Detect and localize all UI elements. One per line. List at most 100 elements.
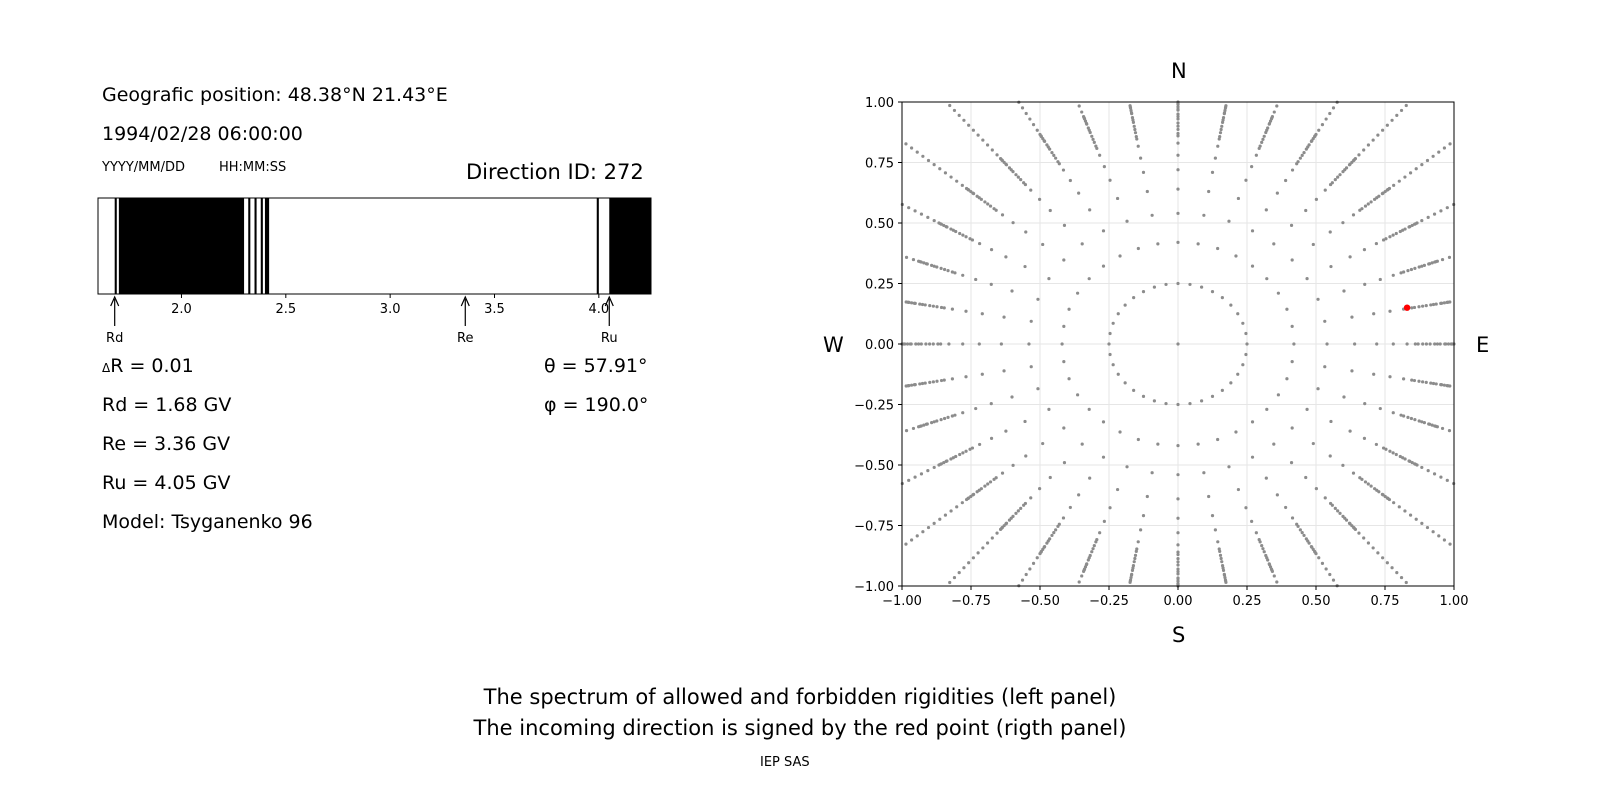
direction-point — [1363, 204, 1368, 208]
direction-point — [1207, 189, 1211, 194]
direction-point — [904, 142, 908, 146]
direction-point — [1421, 304, 1425, 308]
direction-point — [1087, 407, 1091, 411]
direction-point — [977, 342, 981, 346]
direction-point — [943, 171, 948, 175]
direction-point — [1413, 342, 1417, 346]
direction-point — [1374, 442, 1378, 447]
direction-point — [1062, 324, 1066, 328]
direction-point — [1381, 446, 1386, 450]
direction-point — [1395, 571, 1399, 575]
y-tick-label: −0.25 — [854, 399, 894, 414]
direction-point — [1108, 178, 1112, 182]
direction-point — [952, 108, 957, 113]
direction-point — [1023, 182, 1028, 187]
direction-point — [918, 382, 922, 386]
direction-point — [1314, 197, 1318, 202]
direction-point — [1176, 141, 1180, 145]
caption-line-2: The incoming direction is signed by the … — [473, 716, 1127, 740]
direction-point — [1241, 363, 1245, 367]
direction-point — [978, 442, 982, 447]
direction-point — [1398, 454, 1402, 459]
direction-point — [1430, 423, 1434, 427]
direction-point — [1210, 513, 1215, 518]
direction-point — [1207, 494, 1211, 499]
direction-point — [1417, 265, 1421, 269]
direction-point — [1101, 455, 1106, 459]
direction-point — [1429, 381, 1433, 385]
direction-point — [1272, 574, 1276, 578]
direction-point — [931, 380, 935, 384]
direction-point — [1450, 342, 1454, 346]
direction-point — [1390, 566, 1394, 570]
direction-point — [1116, 312, 1120, 316]
direction-point — [919, 342, 923, 346]
direction-point — [978, 241, 982, 246]
direction-point — [1399, 413, 1403, 417]
direction-point — [1413, 266, 1417, 271]
direction-point — [1176, 572, 1180, 576]
direction-point — [925, 422, 929, 426]
direction-point — [1009, 168, 1013, 172]
direction-point — [1304, 208, 1308, 213]
direction-point — [1416, 342, 1420, 346]
direction-point — [989, 401, 993, 406]
direction-point — [1392, 183, 1396, 187]
direction-point — [1358, 208, 1362, 212]
x-tick-label: −0.75 — [951, 594, 991, 609]
direction-point — [1229, 381, 1233, 385]
direction-point — [914, 342, 918, 346]
direction-point — [949, 457, 953, 461]
direction-point — [949, 509, 953, 513]
direction-point — [919, 472, 924, 476]
direction-point — [961, 233, 965, 237]
direction-point — [1087, 556, 1091, 560]
direction-point — [1424, 304, 1428, 308]
direction-point — [939, 417, 943, 422]
direction-point — [1035, 128, 1039, 132]
direction-point — [1445, 206, 1449, 210]
direction-point — [1442, 146, 1446, 150]
direction-point — [913, 209, 917, 213]
direction-point — [1130, 568, 1135, 573]
direction-point — [918, 260, 922, 264]
direction-point — [1222, 572, 1226, 576]
direction-point — [1176, 281, 1180, 286]
direction-point — [1403, 227, 1407, 231]
direction-point — [1338, 511, 1342, 515]
direction-point — [1325, 342, 1329, 346]
direction-point — [1295, 522, 1299, 526]
direction-point — [1031, 123, 1036, 127]
direction-point — [1176, 342, 1180, 346]
marker-label: Ru — [601, 331, 618, 346]
direction-point — [1267, 122, 1271, 126]
direction-point — [1324, 117, 1328, 121]
direction-point — [1176, 131, 1180, 136]
direction-point — [1414, 517, 1418, 521]
direction-point — [1265, 277, 1269, 281]
direction-point — [1324, 567, 1328, 571]
direction-point — [1300, 531, 1304, 535]
direction-point — [1338, 173, 1342, 177]
direction-point — [1038, 486, 1042, 491]
direction-point — [1309, 544, 1313, 549]
direction-point — [1088, 476, 1092, 480]
direction-point — [921, 530, 925, 534]
direction-point — [1380, 192, 1384, 196]
direction-point — [1328, 182, 1333, 187]
direction-point — [948, 103, 952, 108]
direction-point — [1133, 553, 1138, 557]
direction-point — [1314, 486, 1318, 491]
direction-point — [1236, 487, 1241, 492]
forbidden-band — [118, 198, 245, 294]
direction-point — [1176, 550, 1180, 554]
direction-point — [1275, 580, 1279, 584]
direction-point — [1417, 419, 1421, 423]
direction-point — [1431, 302, 1436, 307]
direction-point — [948, 580, 952, 585]
direction-point — [1407, 459, 1411, 463]
direction-point — [950, 414, 954, 418]
direction-point — [1352, 158, 1356, 162]
direction-point — [1135, 547, 1139, 551]
direction-point — [1290, 324, 1294, 328]
